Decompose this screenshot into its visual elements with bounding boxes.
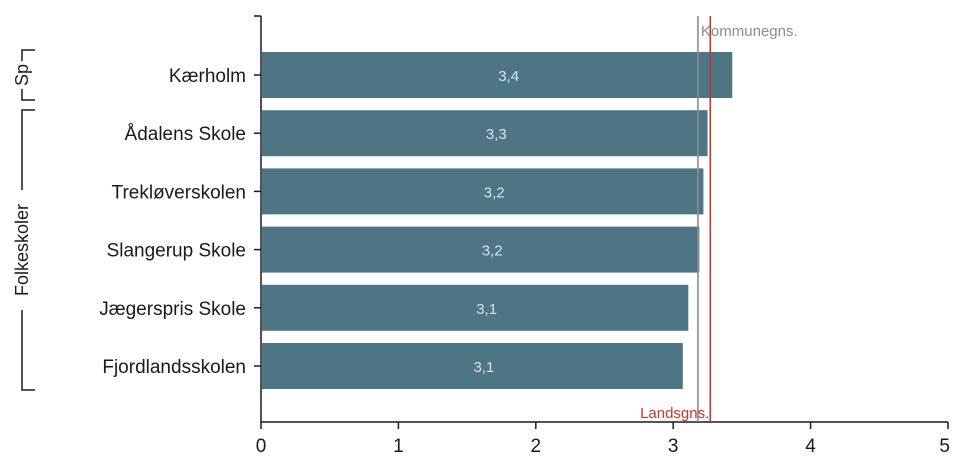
axes: 0 1 2 3 4 5 Kærholm Ådalens Skole Trekløverskole… — [99, 15, 950, 457]
group-label: Sp — [12, 64, 32, 86]
bars: 3,4 3,3 3,2 3,2 3,1 3,1 — [262, 52, 733, 389]
data-label: 3,2 — [482, 243, 503, 260]
data-label: 3,3 — [486, 126, 507, 143]
bar — [262, 110, 708, 157]
category-label: Ådalens Skole — [125, 124, 246, 145]
category-label: Kærholm — [169, 66, 246, 87]
category-label: Trekløverskolen — [112, 182, 246, 203]
bar — [262, 168, 704, 215]
reference-lines: Kommunegns. Landsgns. — [640, 16, 798, 422]
bar — [262, 284, 689, 331]
category-label: Jægerspris Skole — [99, 299, 246, 320]
reference-line-label: Landsgns. — [640, 405, 709, 422]
category-label: Fjordlandsskolen — [102, 357, 246, 378]
bar — [262, 52, 733, 98]
group-bracket — [21, 310, 35, 391]
group-bracket — [21, 49, 35, 61]
x-tick-label: 5 — [939, 436, 950, 457]
x-tick-label: 3 — [668, 436, 679, 457]
data-label: 3,4 — [498, 68, 519, 85]
group-labels: Sp Folkeskoler — [12, 49, 35, 391]
data-label: 3,1 — [473, 359, 494, 376]
reference-line-label: Kommunegns. — [701, 23, 798, 40]
group-bracket — [21, 89, 35, 101]
category-label: Slangerup Skole — [107, 241, 246, 262]
bar — [262, 343, 683, 389]
x-tick-label: 4 — [805, 436, 816, 457]
data-label: 3,2 — [484, 184, 505, 201]
x-tick-label: 2 — [531, 436, 542, 457]
group-label: Folkeskoler — [12, 204, 32, 296]
x-tick-label: 1 — [393, 436, 404, 457]
x-tick-label: 0 — [256, 436, 267, 457]
group-bracket — [21, 109, 35, 190]
data-label: 3,1 — [476, 301, 497, 318]
bar — [262, 226, 700, 273]
